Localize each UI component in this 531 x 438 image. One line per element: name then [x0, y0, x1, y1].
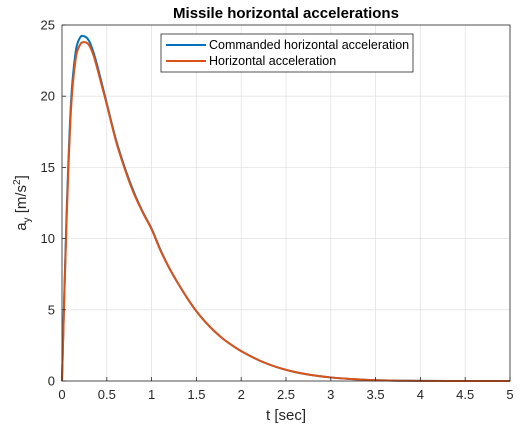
x-axis-label: t [sec] — [266, 407, 306, 424]
y-tick-label: 15 — [41, 160, 55, 175]
x-tick-label: 4 — [417, 387, 424, 402]
series-line-horizontal — [61, 41, 511, 383]
x-tick-label: 2 — [238, 387, 245, 402]
y-axis-label-unit-close: ] — [13, 175, 30, 179]
x-tick-label: 4.5 — [456, 387, 474, 402]
x-tick-label: 1 — [148, 387, 155, 402]
x-axis-ticks: 0 0.5 1 1.5 2 2.5 3 3.5 4 4.5 5 — [58, 377, 514, 402]
y-tick-label: 10 — [41, 231, 55, 246]
legend-label-commanded: Commanded horizontal acceleration — [209, 38, 409, 52]
y-axis-label: ay [m/s2] — [12, 175, 33, 231]
x-tick-label: 2.5 — [277, 387, 295, 402]
y-axis-ticks: 0 5 10 15 20 25 — [41, 18, 66, 389]
chart-title: Missile horizontal accelerations — [173, 5, 399, 22]
y-tick-label: 20 — [41, 89, 55, 104]
x-tick-label: 3 — [327, 387, 334, 402]
x-tick-label: 5 — [506, 387, 513, 402]
x-tick-label: 0.5 — [98, 387, 116, 402]
legend-box — [160, 33, 414, 73]
x-tick-label: 0 — [58, 387, 65, 402]
series-layer — [61, 34, 511, 383]
y-tick-label: 25 — [41, 18, 55, 33]
x-tick-label: 1.5 — [187, 387, 205, 402]
x-tick-label: 3.5 — [367, 387, 385, 402]
y-axis-label-subscript: y — [22, 217, 33, 222]
legend: Commanded horizontal acceleration Horizo… — [160, 33, 414, 73]
y-axis-label-unit-sup: 2 — [12, 179, 23, 185]
y-axis-label-unit-open: [m/s — [13, 185, 30, 218]
legend-label-horizontal: Horizontal acceleration — [209, 54, 336, 68]
y-axis-label-base: a — [13, 222, 30, 231]
y-tick-label: 0 — [48, 374, 55, 389]
y-tick-label: 5 — [48, 302, 55, 317]
